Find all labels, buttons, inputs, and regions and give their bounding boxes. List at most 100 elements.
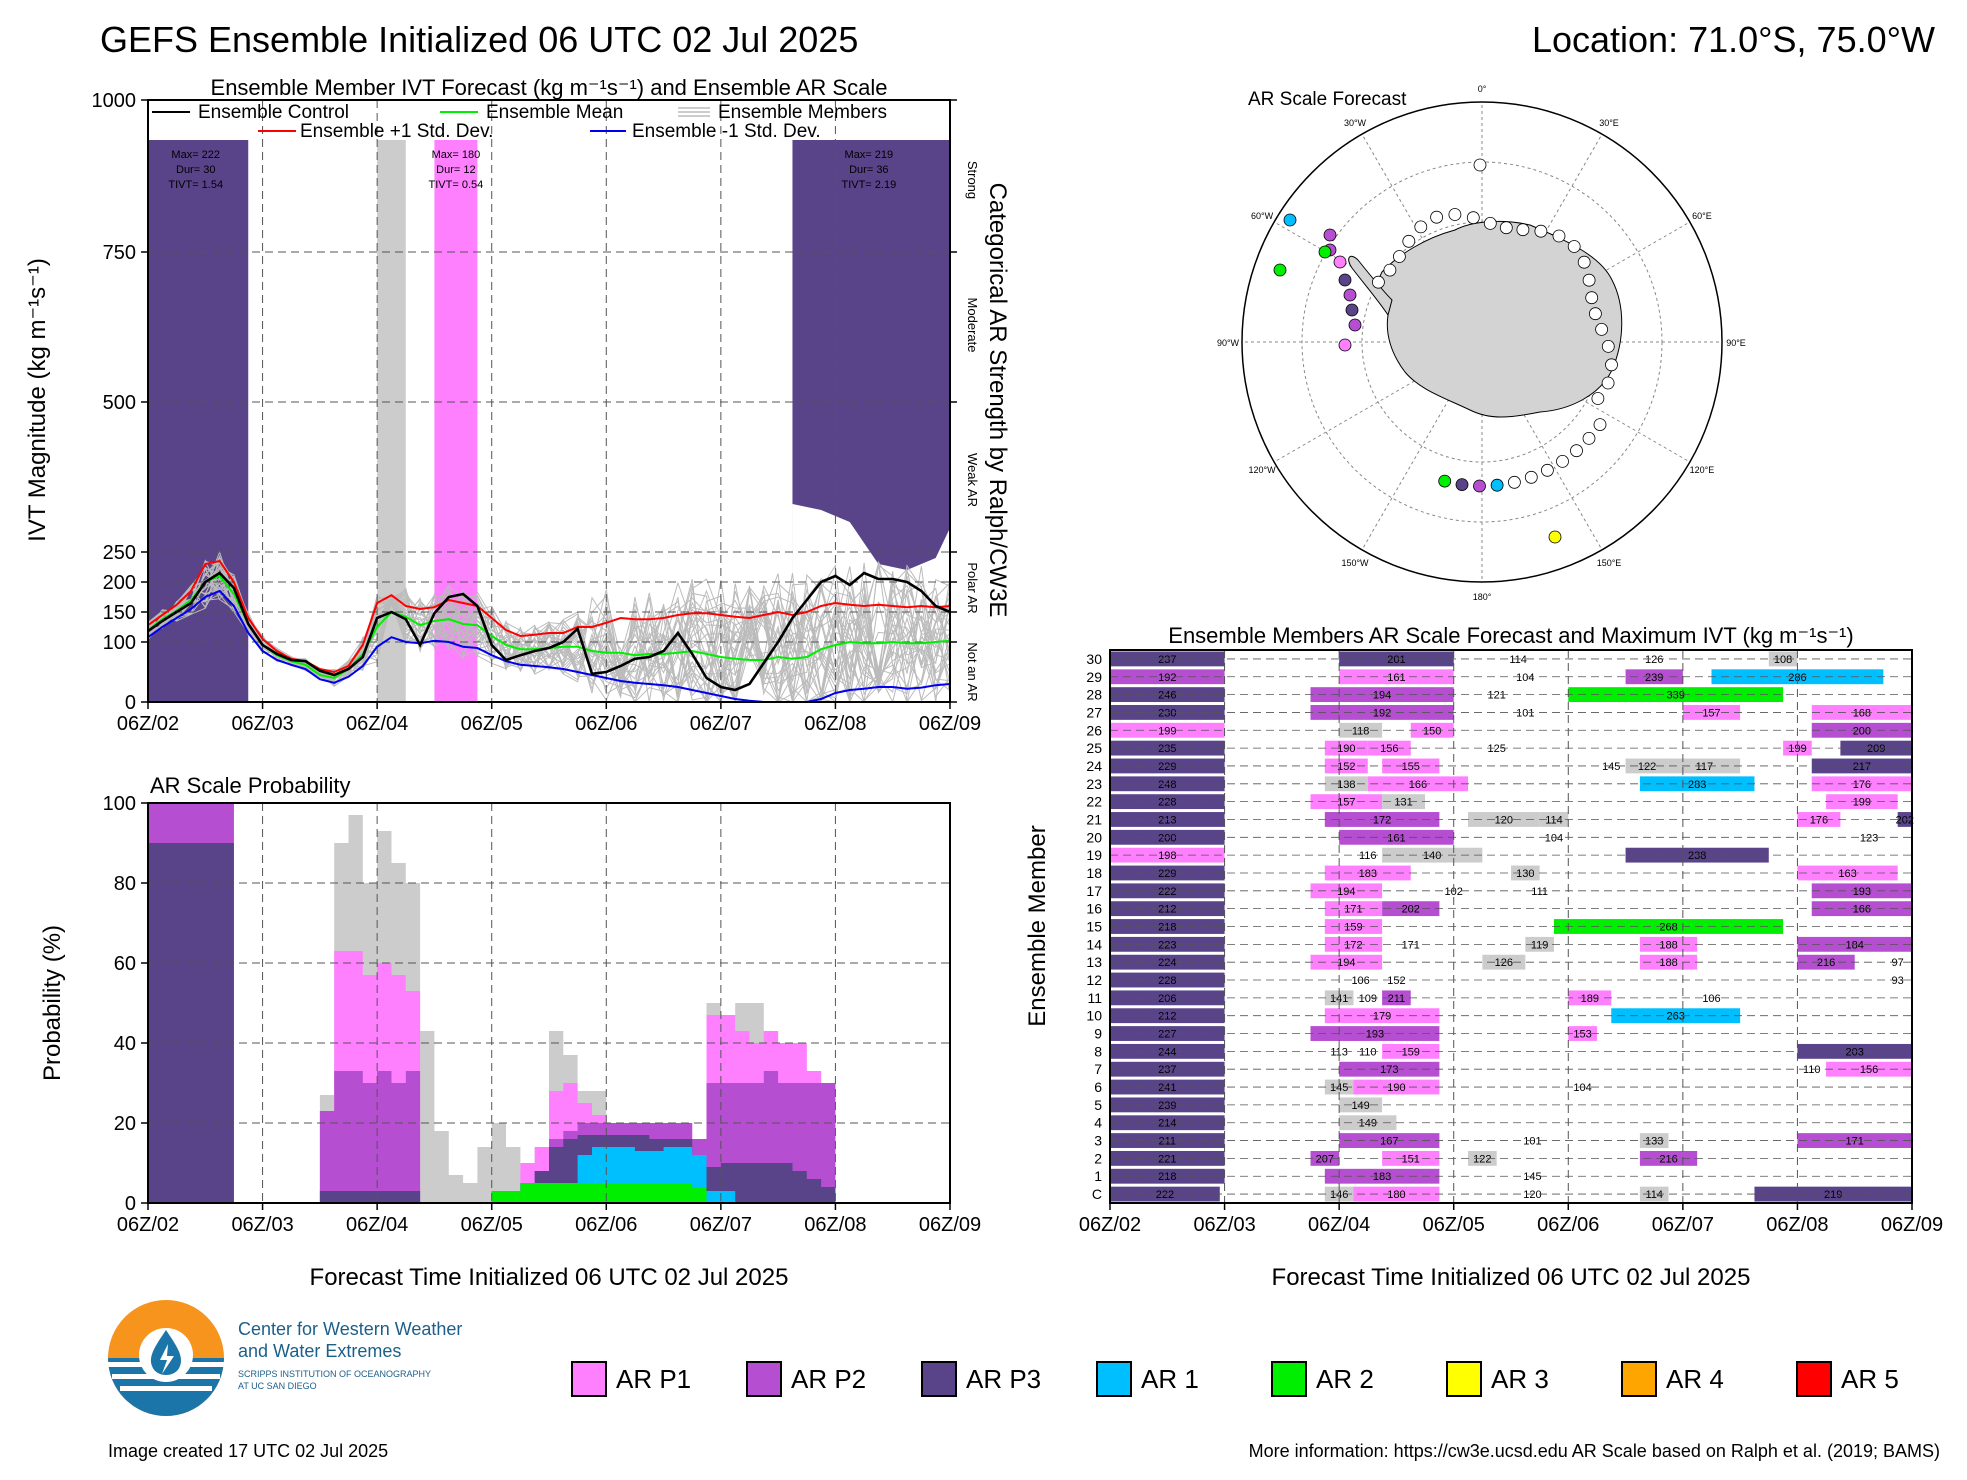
ar-category-label: Moderate — [965, 298, 980, 353]
station-marker — [1383, 263, 1397, 277]
ivt-xtick-label: 06Z/08 — [804, 713, 866, 735]
ar-scale-legend: AR P1 AR P2 AR P3 AR 1 AR 2 AR 3 AR 4 AR 5 — [571, 1361, 1899, 1397]
member-event-value: 216 — [1659, 1153, 1677, 1165]
logo-line2: and Water Extremes — [238, 1341, 401, 1361]
ivt-ytick-label: 0 — [125, 692, 136, 714]
member-event-value: 263 — [1667, 1011, 1685, 1023]
member-event-value: 211 — [1388, 993, 1406, 1005]
band-annotation: TIVT= 0.54 — [429, 179, 484, 191]
member-event-value: 219 — [1824, 1189, 1842, 1201]
member-label: 17 — [1086, 883, 1102, 899]
member-event-value: 145 — [1330, 1082, 1348, 1094]
member-event-value: 180 — [1387, 1189, 1405, 1201]
legend-plus-label: Ensemble +1 Std. Dev. — [300, 121, 493, 142]
band-annotation: Max= 219 — [845, 149, 894, 161]
prob-xtick-label: 06Z/07 — [690, 1214, 752, 1236]
member-label: 22 — [1086, 794, 1102, 810]
longitude-label: 60°E — [1692, 211, 1712, 221]
member-event-value: 199 — [1788, 743, 1806, 755]
member-event-value: 199 — [1853, 797, 1871, 809]
ivt-ytick-label: 250 — [103, 542, 136, 564]
member-event-value: 173 — [1380, 1064, 1398, 1076]
ivt-xtick-label: 06Z/02 — [117, 713, 179, 735]
member-xtick-label: 06Z/09 — [1881, 1214, 1943, 1236]
member-event-cell — [1367, 776, 1469, 792]
prob-xtick-label: 06Z/06 — [575, 1214, 637, 1236]
member-event-value: 179 — [1373, 1011, 1391, 1023]
member-event-value: 157 — [1337, 797, 1355, 809]
member-label: 5 — [1094, 1097, 1102, 1113]
member-event-value: 125 — [1487, 743, 1505, 755]
legend-swatch — [1796, 1361, 1832, 1397]
member-event-value: 239 — [1645, 672, 1663, 684]
member-event-value: 133 — [1645, 1136, 1663, 1148]
ensemble-member-line — [147, 563, 951, 702]
prob-x-axis: 06Z/02 06Z/03 06Z/04 06Z/05 06Z/06 06Z/07 06Z/… — [117, 1203, 981, 1236]
member-event-value: 126 — [1645, 654, 1663, 666]
member-label: C — [1092, 1186, 1102, 1202]
member-event-cell — [1811, 758, 1912, 774]
member-label: 2 — [1094, 1150, 1102, 1166]
member-event-value: 120 — [1523, 1189, 1541, 1201]
member-event-value: 138 — [1337, 779, 1355, 791]
band-annotation: Max= 180 — [432, 149, 481, 161]
legend-swatch — [1446, 1361, 1482, 1397]
member-label: 4 — [1094, 1115, 1102, 1131]
longitude-label: 30°E — [1599, 118, 1619, 128]
member-event-cell — [1625, 669, 1683, 685]
member-x-axis: 06Z/02 06Z/03 06Z/04 06Z/05 06Z/06 06Z/07 06Z/… — [1079, 1203, 1943, 1236]
member-event-cell — [1768, 651, 1798, 667]
member-event-value: 149 — [1359, 1118, 1377, 1130]
cw3e-logo — [108, 1300, 224, 1416]
ivt-ytick-label: 150 — [103, 602, 136, 624]
member-event-value: 106 — [1702, 993, 1720, 1005]
series-line-2 — [147, 559, 951, 674]
member-event-value: 194 — [1337, 957, 1355, 969]
member-event-value: 229 — [1158, 761, 1176, 773]
longitude-label: 120°E — [1690, 465, 1715, 475]
station-marker — [1343, 288, 1357, 302]
member-event-value: 207 — [1316, 1153, 1334, 1165]
member-event-value: 198 — [1158, 850, 1176, 862]
member-event-value: 152 — [1387, 975, 1405, 987]
band-annotation: TIVT= 2.19 — [841, 179, 896, 191]
member-event-value: 119 — [1531, 939, 1549, 951]
station-marker — [1593, 418, 1607, 432]
member-event-value: 235 — [1158, 743, 1176, 755]
member-event-cell — [1811, 705, 1912, 720]
legend-swatch-label: AR 2 — [1316, 1364, 1374, 1394]
member-xtick-label: 06Z/08 — [1766, 1214, 1828, 1236]
member-event-cell — [1826, 794, 1898, 810]
member-label: 28 — [1086, 687, 1102, 703]
ivt-ytick-label: 500 — [103, 392, 136, 414]
member-event-value: 118 — [1352, 725, 1370, 737]
member-event-value: 217 — [1853, 761, 1871, 773]
station-marker — [1333, 255, 1347, 269]
member-event-value: 93 — [1892, 975, 1904, 987]
member-event-cell — [1797, 865, 1898, 881]
ivt-gridlines — [148, 100, 950, 702]
member-y-axis: C123456789101112131415161718192021222324… — [1086, 651, 1102, 1202]
prob-xtick-label: 06Z/08 — [804, 1214, 866, 1236]
ar-category-label: Strong — [965, 161, 980, 199]
prob-p2-area — [148, 803, 950, 1203]
member-xtick-label: 06Z/02 — [1079, 1214, 1141, 1236]
member-event-value: 157 — [1702, 707, 1720, 719]
member-event-cell — [1754, 1186, 1912, 1202]
station-marker — [1483, 216, 1497, 230]
member-event-value: 194 — [1373, 690, 1391, 702]
ivt-xtick-label: 06Z/06 — [575, 713, 637, 735]
prob-ytick-label: 60 — [114, 953, 136, 975]
member-event-value: 238 — [1688, 850, 1706, 862]
station-marker — [1567, 240, 1581, 253]
member-event-cell — [1324, 865, 1411, 881]
member-event-cell — [1639, 1133, 1669, 1148]
legend-swatch — [1271, 1361, 1307, 1397]
station-marker — [1548, 530, 1562, 544]
ivt-ytick-label: 1000 — [92, 90, 137, 112]
member-event-value: 228 — [1158, 797, 1176, 809]
ar-category-labels: Not an AR Polar AR Weak AR Moderate Strong — [965, 161, 980, 702]
longitude-line — [1273, 341, 1483, 463]
prob-ytick-label: 40 — [114, 1033, 136, 1055]
